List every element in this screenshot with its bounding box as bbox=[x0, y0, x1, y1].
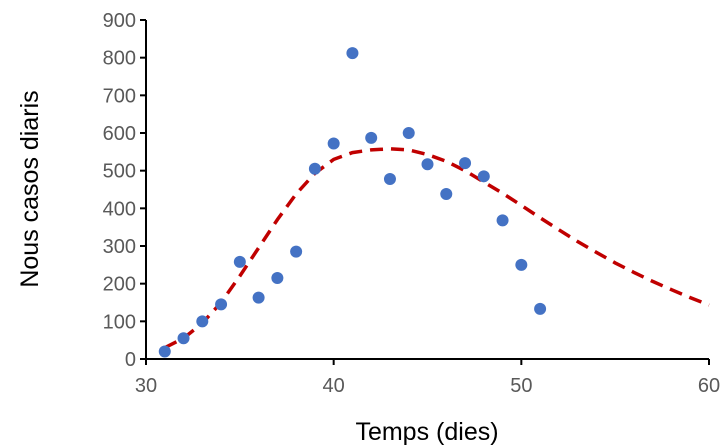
data-point bbox=[196, 315, 209, 328]
data-point bbox=[252, 291, 265, 304]
x-tick-label: 60 bbox=[698, 375, 720, 397]
data-point bbox=[365, 131, 378, 144]
data-point bbox=[346, 47, 359, 60]
x-tick-label: 40 bbox=[323, 375, 345, 397]
data-point bbox=[158, 345, 171, 358]
data-point bbox=[233, 255, 246, 268]
data-point bbox=[496, 214, 509, 227]
plot-area: 0 100 200 300 400 500 600 700 800 900 30 40 50 60 bbox=[103, 10, 721, 397]
x-axis-title: Temps (dies) bbox=[355, 418, 498, 446]
y-tick-label: 700 bbox=[103, 85, 136, 107]
data-point bbox=[327, 137, 340, 150]
data-point bbox=[440, 188, 453, 201]
x-axis-ticks: 30 40 50 60 bbox=[135, 359, 720, 397]
data-point bbox=[402, 127, 415, 139]
y-tick-label: 0 bbox=[125, 349, 136, 371]
data-point bbox=[383, 172, 396, 185]
fit-curve bbox=[164, 147, 710, 350]
data-point bbox=[177, 332, 190, 345]
data-point bbox=[477, 170, 490, 183]
y-tick-label: 400 bbox=[103, 198, 136, 220]
y-tick-label: 300 bbox=[103, 236, 136, 258]
x-tick-label: 50 bbox=[510, 375, 532, 397]
y-tick-label: 100 bbox=[103, 311, 136, 333]
data-point bbox=[271, 272, 284, 285]
data-points bbox=[158, 47, 547, 358]
x-tick-label: 30 bbox=[135, 375, 157, 397]
data-point bbox=[215, 298, 228, 311]
data-point bbox=[459, 157, 472, 170]
data-point bbox=[308, 162, 321, 175]
y-tick-label: 900 bbox=[103, 10, 136, 32]
data-point bbox=[515, 258, 528, 271]
data-point bbox=[290, 245, 303, 258]
y-axis-ticks: 0 100 200 300 400 500 600 700 800 900 bbox=[103, 10, 146, 371]
y-tick-label: 200 bbox=[103, 274, 136, 296]
data-point bbox=[421, 158, 434, 171]
y-tick-label: 500 bbox=[103, 161, 136, 183]
y-tick-label: 600 bbox=[103, 123, 136, 145]
y-axis-title: Nous casos diaris bbox=[16, 90, 44, 287]
data-point bbox=[534, 302, 547, 315]
y-tick-label: 800 bbox=[103, 48, 136, 70]
